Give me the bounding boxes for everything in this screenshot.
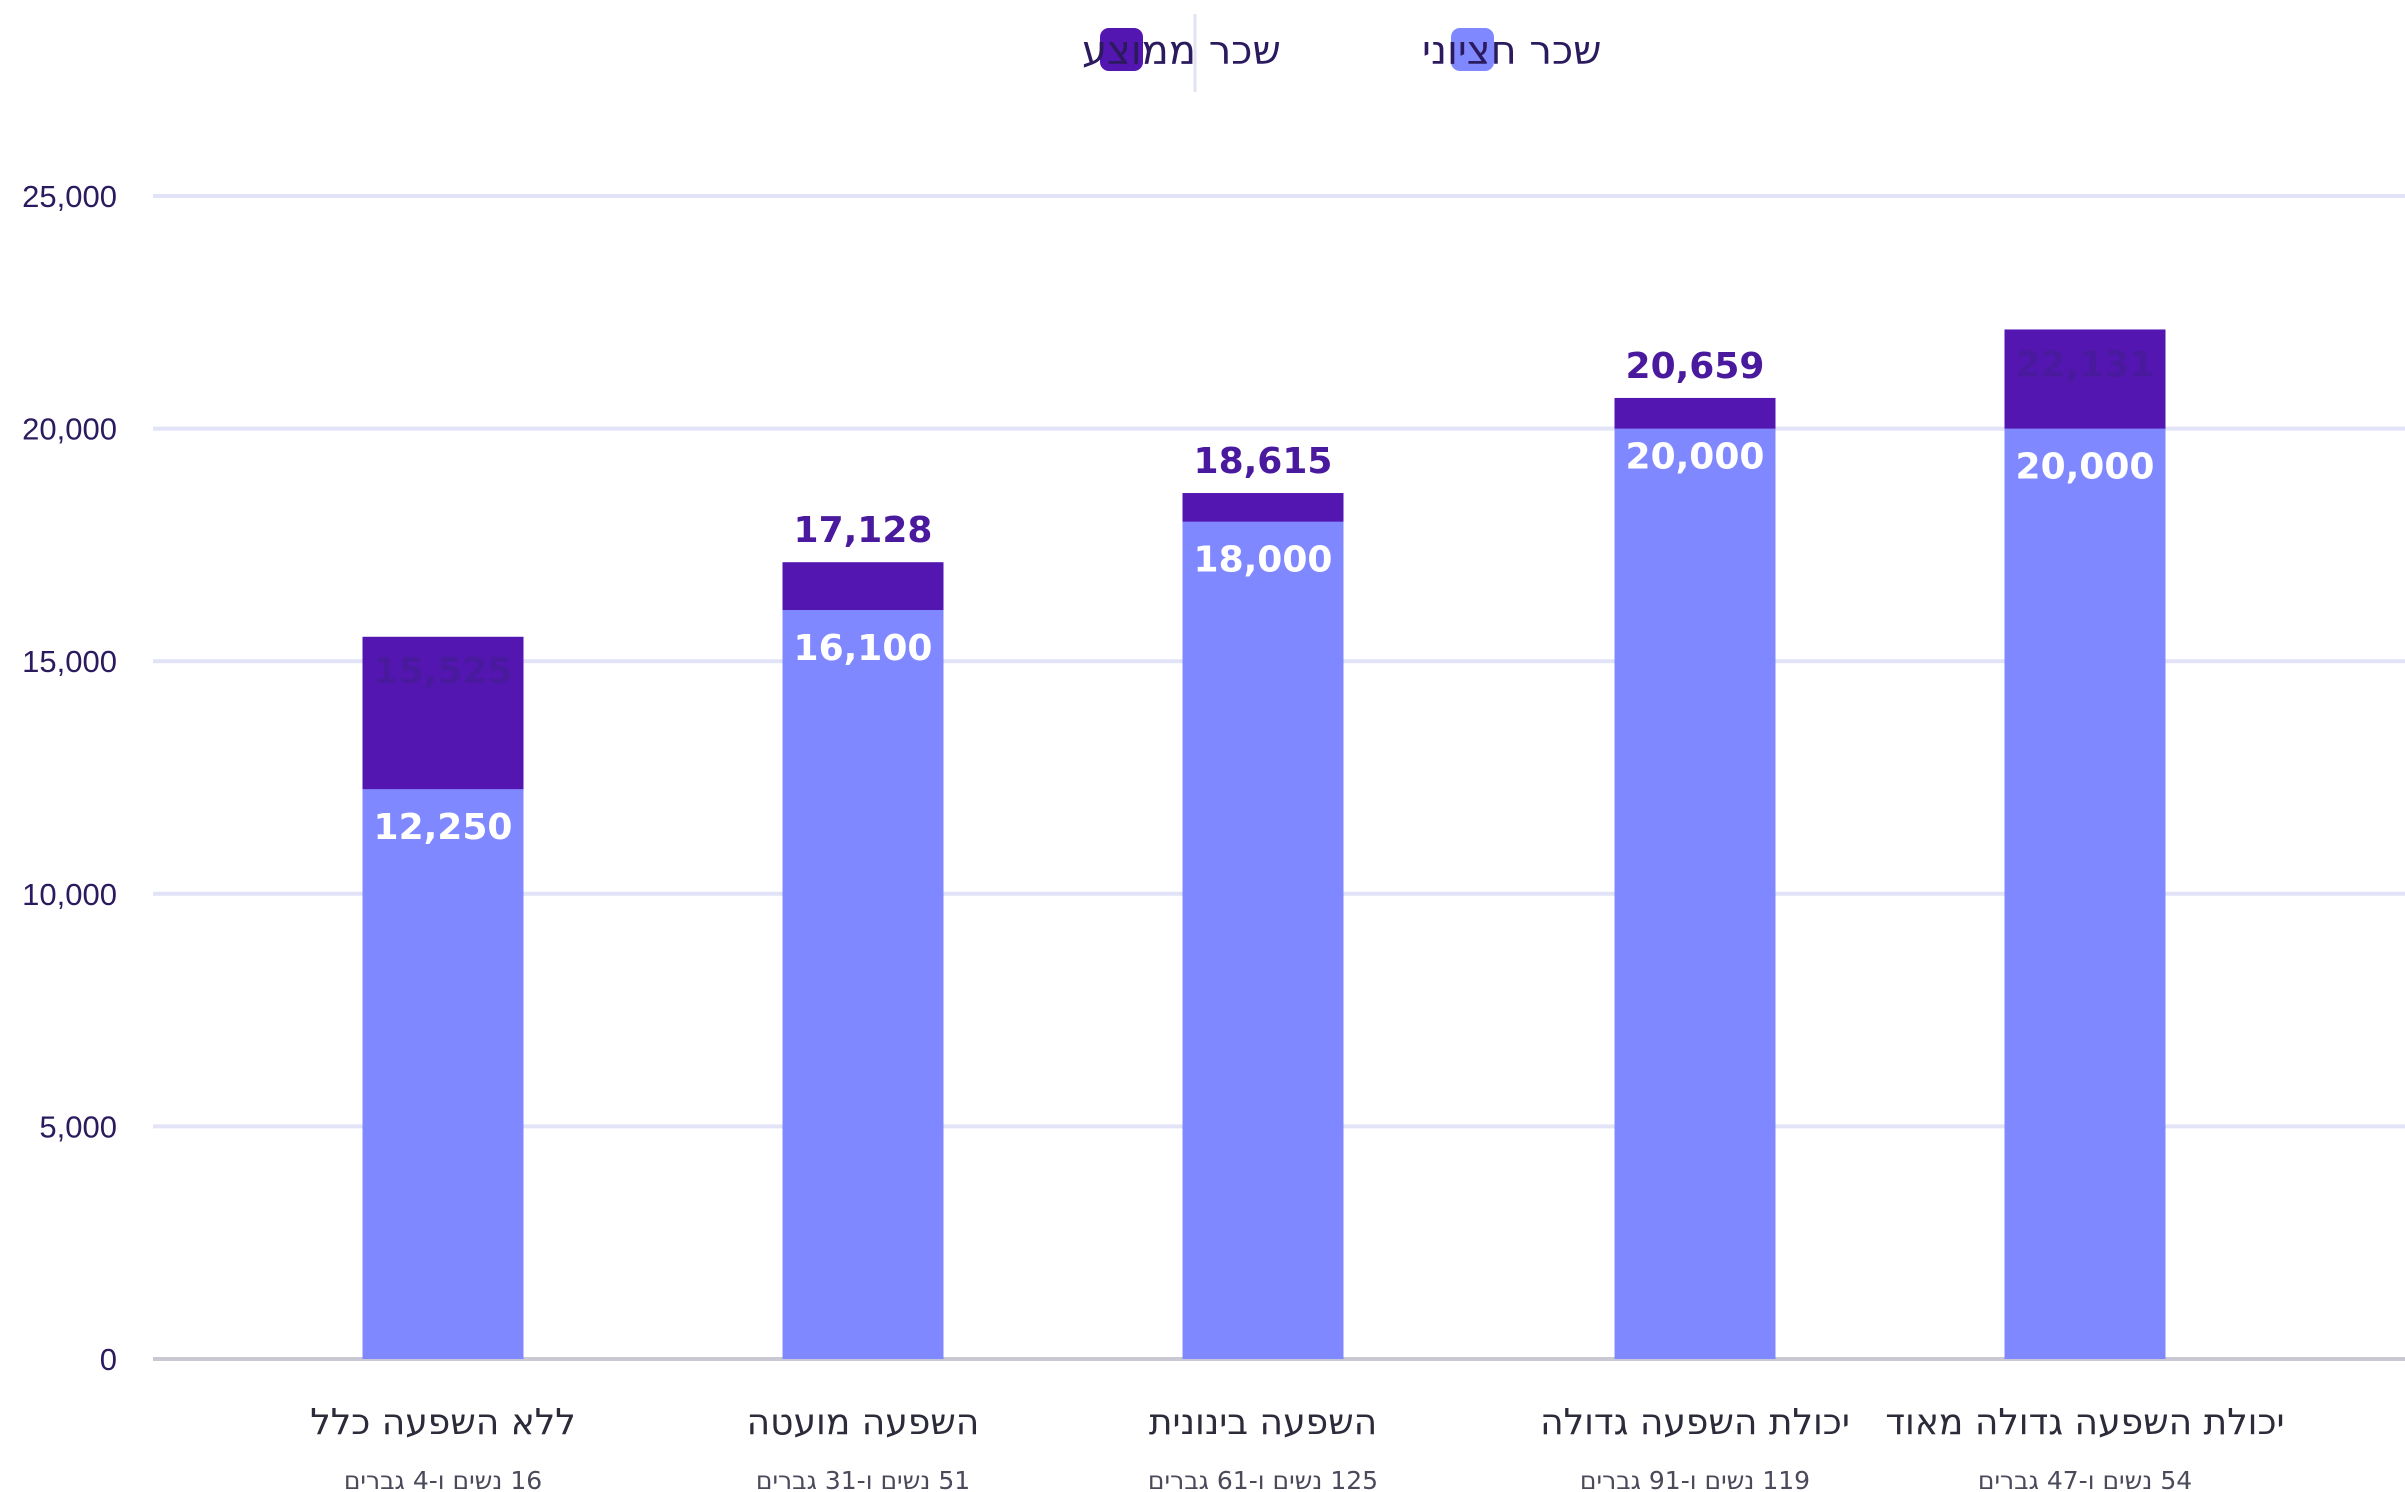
x-category-label: ללא השפעה כלל [310,1402,575,1443]
data-label-median: 16,100 [794,628,933,669]
bar-median [2004,428,2166,1360]
data-label-median: 18,000 [1194,540,1333,581]
legend-mean-swatch [1100,28,1143,71]
legend-median-swatch [1451,28,1494,71]
data-label-median: 20,000 [1626,437,1765,478]
x-axis-categories: ללא השפעה כלל 16 נשים ו-4 גברים השפעה מועט… [310,1402,2284,1492]
data-label-mean: 17,128 [794,510,933,551]
y-tick-label: 5,000 [39,1109,117,1144]
data-label-median: 12,250 [374,807,513,848]
x-category-subtitle: 125 נשים ו-61 גברים [1148,1466,1378,1492]
x-category-label: השפעה בינונית [1149,1402,1377,1443]
data-label-mean: 22,131 [2016,344,2155,385]
bar-median [362,789,524,1359]
data-label-mean: 20,659 [1626,346,1765,387]
x-category-label: יכולת השפעה גדולה מאוד [1885,1402,2284,1443]
data-label-median: 20,000 [2016,447,2155,488]
data-label-mean: 18,615 [1194,441,1333,482]
x-category-label: יכולת השפעה גדולה [1540,1402,1850,1443]
legend: שכר חציוני שכר ממוצע [1082,14,1601,92]
y-tick-label: 15,000 [22,644,117,679]
y-tick-label: 25,000 [22,179,117,214]
bar-median [782,610,944,1359]
bar-labels: 15,525 12,250 17,128 16,100 18,615 18,000 20,6… [374,344,2155,848]
bars [362,329,2166,1360]
bar-median [1182,521,1344,1359]
x-category-subtitle: 119 נשים ו-91 גברים [1580,1466,1810,1492]
x-category-subtitle: 16 נשים ו-4 גברים [344,1466,542,1492]
y-tick-label: 20,000 [22,412,117,447]
x-category-subtitle: 51 נשים ו-31 גברים [756,1466,970,1492]
y-tick-label: 0 [100,1342,117,1377]
y-axis-ticks: 0 5,000 10,000 15,000 20,000 25,000 [22,179,117,1377]
data-label-mean: 15,525 [374,651,513,692]
bar-median [1614,428,1776,1360]
x-category-subtitle: 54 נשים ו-47 גברים [1978,1466,2192,1492]
x-category-label: השפעה מועטה [747,1402,980,1443]
legend-mean-label: שכר ממוצע [1082,28,1281,74]
y-tick-label: 10,000 [22,877,117,912]
legend-median-label: שכר חציוני [1422,28,1601,74]
